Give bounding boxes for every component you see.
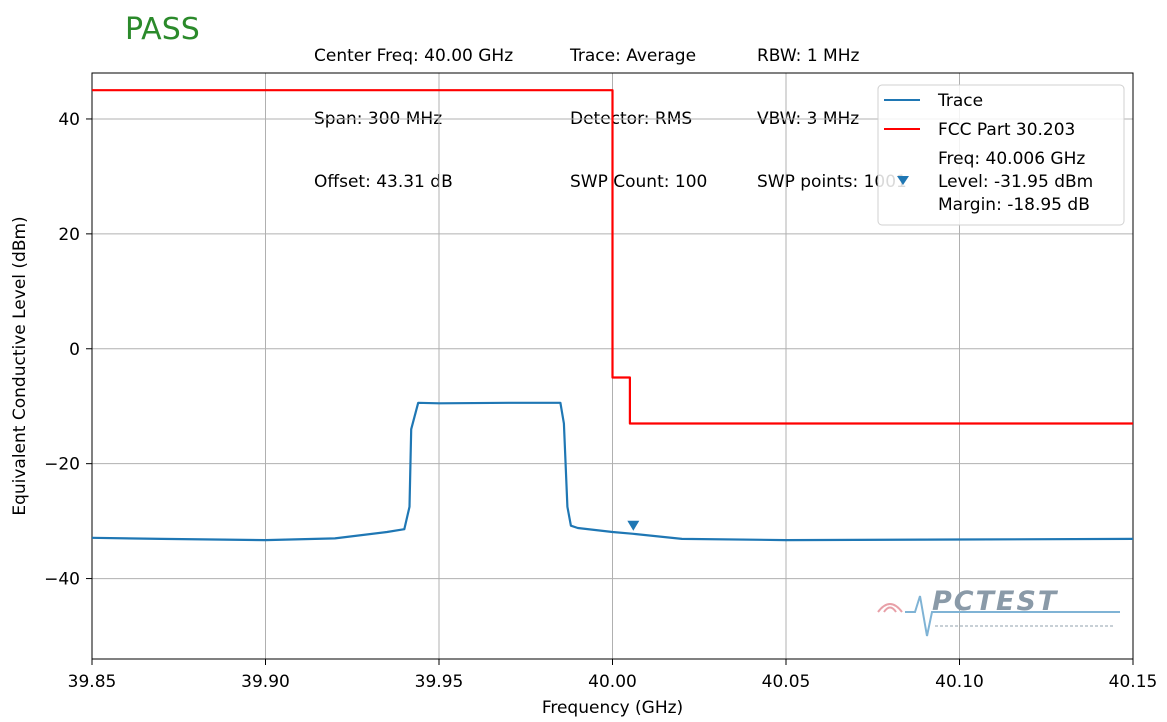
x-tick-label: 40.05 <box>762 672 811 692</box>
legend-marker-freq: Freq: 40.006 GHz <box>938 149 1085 169</box>
y-tick-label: −40 <box>44 570 80 590</box>
y-axis-label: Equivalent Conductive Level (dBm) <box>10 216 30 515</box>
center-freq-text: Center Freq: 40.00 GHz <box>314 46 514 66</box>
legend-box <box>877 84 1125 226</box>
y-tick-label: 20 <box>58 225 80 245</box>
x-axis-ticks: 39.85 39.90 39.95 40.00 40.05 40.10 40.15 <box>68 659 1158 692</box>
logo-wave-icon <box>877 603 903 613</box>
logo-pulse-icon <box>905 595 1120 637</box>
x-tick-label: 39.85 <box>68 672 117 692</box>
legend-marker-margin: Margin: -18.95 dB <box>938 195 1090 215</box>
legend-marker-icon <box>897 176 909 185</box>
legend-marker-level: Level: -31.95 dBm <box>938 172 1093 192</box>
x-tick-label: 39.95 <box>415 672 464 692</box>
legend-trace-label: Trace <box>937 91 983 111</box>
peak-marker-icon <box>627 520 640 531</box>
pass-status: PASS <box>125 12 200 47</box>
x-tick-label: 39.90 <box>241 672 290 692</box>
x-axis-label: Frequency (GHz) <box>542 698 683 718</box>
legend-fcc-label: FCC Part 30.203 <box>938 120 1075 140</box>
swp-count-text: SWP Count: 100 <box>570 172 708 192</box>
logo-text: PCTEST <box>932 586 1059 617</box>
header-col1: Center Freq: 40.00 GHz Span: 300 MHz Off… <box>314 4 513 214</box>
x-tick-label: 40.10 <box>935 672 984 692</box>
trace-mode-text: Trace: Average <box>570 46 697 66</box>
legend: Trace FCC Part 30.203 Freq: 40.006 GHz L… <box>877 84 1125 226</box>
x-tick-label: 40.00 <box>588 672 637 692</box>
series-group <box>91 89 1134 542</box>
x-tick-label: 40.15 <box>1109 672 1158 692</box>
pctest-logo: PCTEST <box>877 586 1120 637</box>
rbw-text: RBW: 1 MHz <box>757 46 860 66</box>
y-tick-label: 0 <box>69 340 80 360</box>
fcc-limit-line <box>92 89 1133 425</box>
offset-text: Offset: 43.31 dB <box>314 172 453 192</box>
trace-series-line <box>91 401 1134 542</box>
y-tick-label: −20 <box>44 455 80 475</box>
y-axis-ticks: 40 20 0 −20 −40 <box>44 110 92 590</box>
header-col3: RBW: 1 MHz VBW: 3 MHz SWP points: 1001 <box>757 4 907 214</box>
marker-group <box>627 520 640 531</box>
y-tick-label: 40 <box>58 110 80 130</box>
